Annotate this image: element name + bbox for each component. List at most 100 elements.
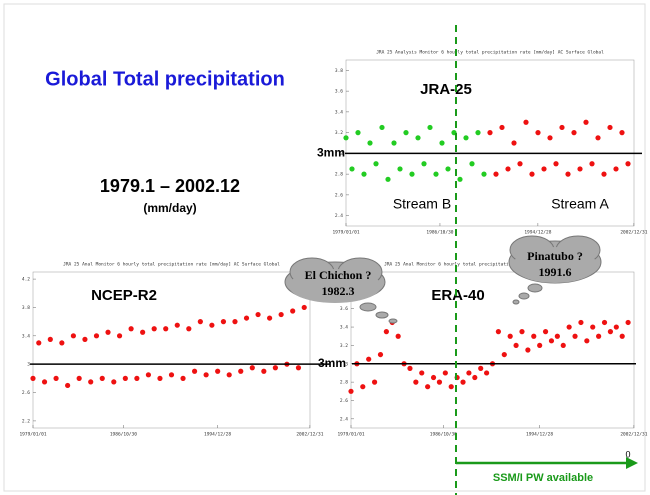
data-point (140, 329, 146, 335)
y-tick-label: 3.8 (22, 305, 30, 311)
data-point (232, 319, 238, 325)
y-tick-label: 2.6 (340, 398, 348, 404)
data-point (523, 119, 529, 125)
data-point (542, 329, 549, 335)
x-tick-label: 1979/01/01 (332, 230, 359, 236)
annotation-date: 1991.6 (539, 265, 572, 279)
data-point (128, 326, 134, 332)
data-point (226, 372, 232, 378)
data-point (487, 130, 493, 136)
data-point (191, 368, 198, 374)
y-tick-label: 3.2 (335, 130, 343, 136)
data-point (409, 171, 415, 177)
data-point (619, 130, 625, 136)
data-point (41, 379, 48, 385)
data-point (501, 351, 507, 358)
x-tick-label: 1986/10/30 (430, 432, 457, 438)
data-point (495, 329, 501, 335)
stream-label: Stream A (551, 196, 609, 212)
plot-frame (32, 271, 311, 429)
data-point (82, 336, 88, 342)
data-point (625, 161, 631, 167)
data-point (601, 171, 607, 177)
data-point (505, 166, 511, 172)
data-point (436, 379, 443, 385)
y-tick-label: 2.2 (22, 418, 30, 424)
x-tick-label: 1979/01/01 (19, 432, 46, 438)
data-point (122, 375, 128, 381)
ref-label: 3mm (318, 356, 346, 370)
data-point (59, 340, 65, 346)
data-point (560, 342, 566, 349)
data-point (186, 326, 192, 332)
data-point (99, 375, 105, 381)
panel-name: JRA-25 (420, 81, 472, 98)
x-tick-label: 2002/12/31 (620, 230, 647, 236)
data-point (373, 161, 379, 167)
data-point (348, 388, 354, 394)
arrow-mark: 0 (625, 449, 630, 459)
annotation: Pinatubo ? (527, 249, 583, 263)
plot-title: JRA 25 Anal Monitor 6 hourly total preci… (384, 262, 601, 268)
data-point (519, 329, 525, 335)
data-point (76, 375, 82, 381)
x-tick-label: 1994/12/28 (204, 432, 231, 438)
data-point (371, 379, 378, 385)
data-point (415, 135, 421, 141)
data-point (625, 319, 631, 326)
plot-title: JRA 25 Anal Monitor 6 hourly total preci… (63, 262, 280, 268)
y-tick-label: 3.6 (335, 89, 343, 95)
data-point (403, 130, 409, 136)
data-point (272, 365, 278, 371)
data-point (565, 171, 571, 177)
cloud-el-chichon (284, 257, 398, 324)
data-point (535, 130, 541, 136)
data-point (53, 375, 59, 381)
data-point (157, 375, 163, 381)
x-tick-label: 1979/01/01 (337, 432, 364, 438)
plot-title: JRA 25 Analysis Monitor 6 hourly total p… (376, 50, 604, 56)
x-tick-label: 1986/10/30 (110, 432, 137, 438)
data-point (36, 340, 42, 346)
data-point (367, 140, 373, 146)
data-point (203, 372, 209, 378)
data-point (525, 347, 531, 353)
data-point (583, 119, 589, 125)
data-point (478, 365, 484, 371)
data-point (507, 333, 513, 339)
data-point (238, 368, 244, 374)
data-point (475, 130, 481, 136)
x-tick-label: 2002/12/31 (620, 432, 647, 438)
data-point (572, 333, 578, 339)
data-point (360, 384, 366, 390)
data-point (513, 342, 519, 349)
data-point (607, 329, 614, 335)
data-point (484, 370, 490, 376)
panels: JRA 25 Analysis Monitor 6 hourly total p… (19, 50, 647, 438)
data-point (421, 161, 427, 167)
plot-frame (345, 59, 635, 227)
data-point (295, 365, 302, 371)
data-point (448, 384, 454, 390)
data-point (243, 315, 250, 321)
data-point (419, 370, 425, 376)
period: 1979.1 – 2002.12 (100, 176, 240, 196)
data-point (578, 319, 584, 326)
data-point (499, 124, 505, 131)
data-point (366, 356, 372, 362)
data-point (566, 324, 572, 330)
data-point (361, 171, 367, 177)
unit: (mm/day) (143, 201, 196, 215)
data-point (391, 140, 397, 146)
x-tick-label: 2002/12/31 (296, 432, 323, 438)
annotation: El Chichon ? (305, 268, 372, 282)
data-point (197, 319, 203, 325)
data-point (151, 326, 157, 332)
data-point (481, 171, 487, 177)
data-point (116, 333, 123, 339)
data-point (301, 304, 307, 311)
y-tick-label: 3.8 (335, 68, 343, 74)
data-point (355, 130, 361, 136)
data-point (349, 166, 355, 172)
